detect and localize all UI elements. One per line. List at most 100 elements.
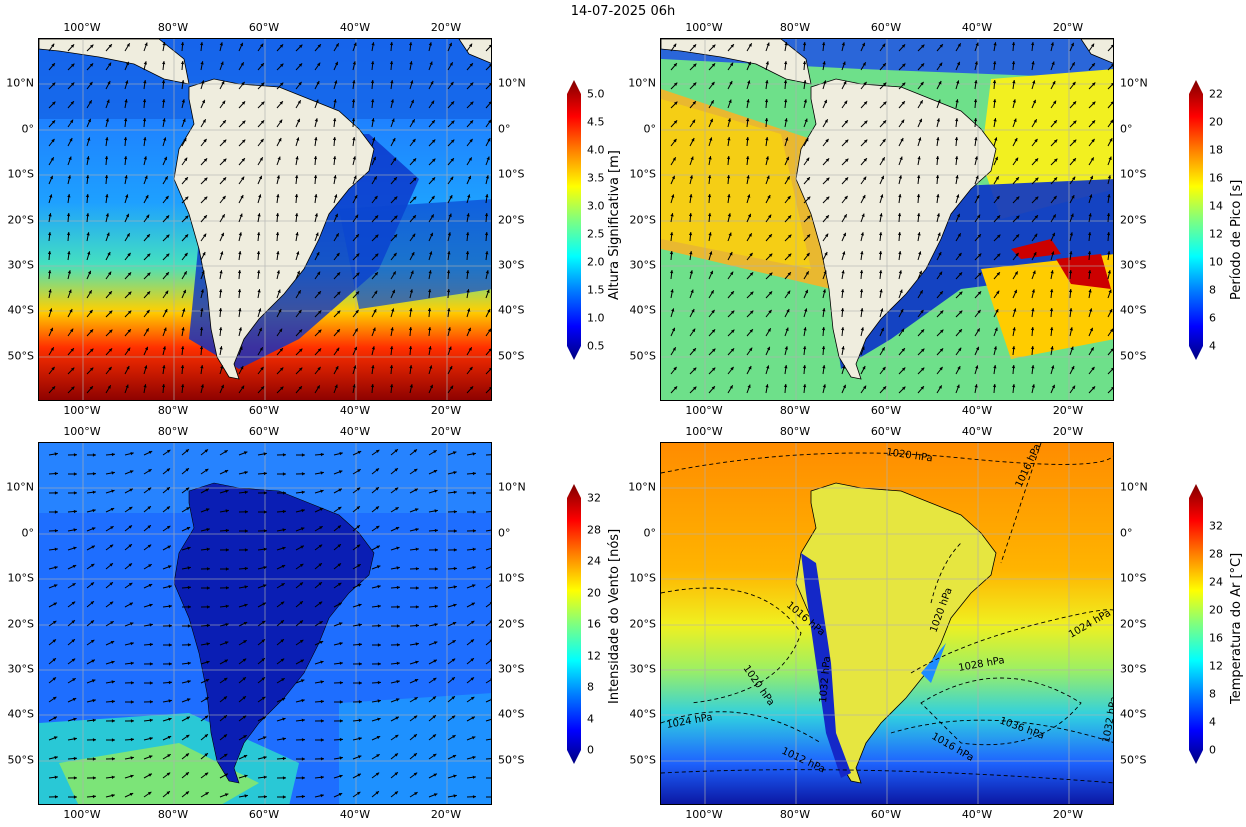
lat-tick-label: 20°S — [1120, 617, 1147, 631]
colorbar-tick-label: 12 — [587, 649, 601, 662]
lat-tick-label: 40°S — [498, 707, 525, 721]
lon-tick-label: 80°W — [779, 404, 811, 417]
lat-tick-label: 10°S — [629, 571, 656, 585]
colorbar-tick-label: 8 — [1209, 283, 1216, 297]
colorbar-tick-label: 22 — [1209, 87, 1223, 101]
colorbar-tick-label: 3.5 — [587, 171, 605, 185]
lon-tick-label: 100°W — [63, 425, 101, 438]
lat-tick-label: 30°S — [498, 662, 525, 676]
lat-tick-label: 40°S — [629, 303, 656, 317]
map-panel-wave-height — [38, 38, 492, 401]
gridlines — [661, 443, 1113, 804]
lon-tick-label: 80°W — [157, 404, 189, 417]
colorbar-tick-label: 0.5 — [587, 339, 605, 353]
isobar-lines — [661, 443, 1113, 784]
lat-tick-label: 0° — [498, 526, 511, 540]
lon-tick-label: 80°W — [779, 425, 811, 438]
lon-tick-label: 60°W — [870, 21, 902, 34]
lat-tick-label: 30°S — [7, 662, 34, 676]
lon-tick-label: 80°W — [779, 21, 811, 34]
figure-title: 14-07-2025 06h — [570, 4, 676, 19]
colorbar-tick-label: 0 — [587, 743, 594, 757]
lat-tick-label: 20°S — [498, 617, 525, 631]
lat-tick-label: 50°S — [629, 753, 656, 767]
lat-tick-label: 40°S — [629, 707, 656, 721]
colorbar-tick-label: 3.0 — [587, 199, 605, 213]
lon-tick-label: 40°W — [961, 21, 993, 34]
lon-tick-label: 100°W — [685, 808, 723, 821]
lat-tick-label: 10°N — [6, 480, 34, 494]
lat-tick-label: 10°S — [498, 167, 525, 181]
lat-tick-label: 20°S — [629, 213, 656, 227]
lon-tick-label: 100°W — [685, 404, 723, 417]
lon-tick-label: 60°W — [870, 425, 902, 438]
colorbar-tick-label: 1.0 — [587, 311, 605, 325]
colorbar-temp — [1189, 484, 1203, 764]
colorbar-tick-label: 28 — [587, 523, 601, 536]
lat-tick-label: 30°S — [1120, 662, 1147, 676]
lat-tick-label: 10°N — [628, 480, 656, 494]
lon-tick-label: 60°W — [248, 808, 280, 821]
lon-tick-label: 20°W — [430, 21, 462, 34]
wave-direction-arrows — [669, 41, 1113, 394]
colorbar-tick-label: 4.5 — [587, 115, 605, 129]
colorbar-tick-label: 4 — [1209, 339, 1216, 353]
lat-tick-label: 50°S — [1120, 753, 1147, 767]
colorbar-label: Altura Significativa [m] — [607, 150, 622, 300]
lat-tick-label: 10°S — [1120, 571, 1147, 585]
lon-tick-label: 40°W — [339, 808, 371, 821]
colorbar-tick-label: 4 — [1209, 715, 1216, 729]
lat-tick-label: 50°S — [498, 753, 525, 767]
lat-tick-label: 0° — [21, 122, 35, 136]
lon-tick-label: 80°W — [157, 21, 189, 34]
gridlines — [39, 39, 491, 400]
colorbar-tick-label: 16 — [1209, 171, 1223, 185]
colorbar-tick-label: 16 — [1209, 631, 1223, 645]
lon-tick-label: 80°W — [779, 808, 811, 821]
lat-tick-label: 0° — [643, 122, 657, 136]
colorbar-tick-label: 4 — [587, 712, 594, 725]
lon-tick-label: 20°W — [430, 404, 462, 417]
lat-tick-label: 40°S — [7, 707, 34, 721]
colorbar-tick-label: 10 — [1209, 255, 1223, 269]
lon-tick-label: 80°W — [157, 425, 189, 438]
lat-tick-label: 50°S — [7, 753, 34, 767]
lat-tick-label: 10°S — [1120, 167, 1147, 181]
colorbar-tick-label: 32 — [1209, 519, 1223, 533]
colorbar-tp — [1189, 80, 1203, 360]
lat-tick-label: 0° — [21, 526, 35, 540]
lon-tick-label: 100°W — [63, 21, 101, 34]
south-america-landmass — [173, 482, 375, 784]
lon-tick-label: 20°W — [1052, 425, 1084, 438]
lat-tick-label: 10°N — [1120, 76, 1148, 90]
lat-tick-label: 10°S — [7, 167, 34, 181]
lon-tick-label: 40°W — [339, 404, 371, 417]
lat-tick-label: 50°S — [629, 349, 656, 363]
colorbar-tick-label: 20 — [1209, 603, 1223, 617]
colorbar-hs — [567, 80, 581, 360]
lon-tick-label: 40°W — [961, 808, 993, 821]
colorbar-tick-label: 4.0 — [587, 143, 605, 157]
south-america-landmass — [795, 482, 997, 784]
colorbar-label: Temperatura do Ar [°C] — [1229, 552, 1244, 704]
lat-tick-label: 10°S — [498, 571, 525, 585]
lat-tick-label: 10°N — [498, 76, 526, 90]
lat-tick-label: 30°S — [629, 258, 656, 272]
south-america-landmass — [795, 78, 997, 380]
gridlines — [661, 39, 1113, 400]
colorbar-tick-label: 24 — [1209, 575, 1223, 589]
lat-tick-label: 0° — [498, 122, 511, 136]
isobar-label: 1032 hPa — [818, 656, 833, 703]
lon-tick-label: 80°W — [157, 808, 189, 821]
gridlines — [39, 443, 491, 804]
lon-tick-label: 60°W — [870, 404, 902, 417]
colorbar-tick-label: 1.5 — [587, 283, 605, 297]
lon-tick-label: 60°W — [248, 404, 280, 417]
colorbar-wind — [567, 484, 581, 764]
lat-tick-label: 50°S — [7, 349, 34, 363]
lat-tick-label: 30°S — [498, 258, 525, 272]
lat-tick-label: 10°N — [6, 76, 34, 90]
lat-tick-label: 0° — [1120, 122, 1133, 136]
lat-tick-label: 10°S — [7, 571, 34, 585]
lat-tick-label: 40°S — [1120, 303, 1147, 317]
